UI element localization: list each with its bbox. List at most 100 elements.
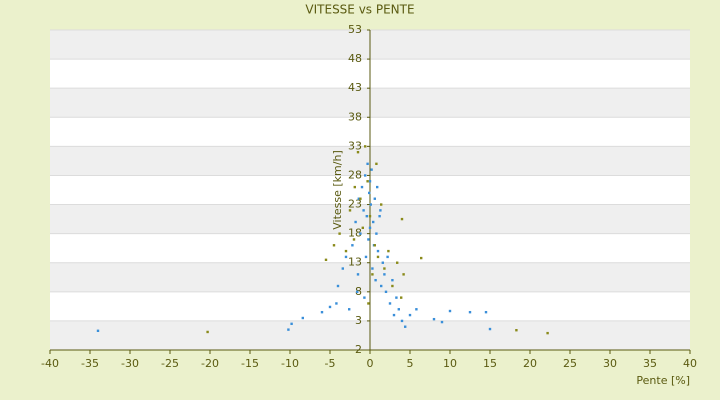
y-tick-label: 33 [348, 139, 362, 152]
point [353, 185, 356, 189]
point [383, 267, 386, 270]
point [356, 150, 360, 154]
point [376, 185, 379, 189]
point [404, 325, 407, 328]
point [363, 296, 366, 299]
point [402, 273, 405, 276]
x-tick-label: 15 [483, 357, 497, 370]
point [351, 244, 354, 247]
point [359, 232, 362, 235]
point [361, 226, 364, 230]
point [348, 209, 352, 212]
point [400, 296, 403, 299]
point [206, 330, 209, 334]
point [371, 273, 374, 276]
y-tick-label: 18 [348, 227, 362, 240]
point [287, 328, 290, 331]
point [301, 316, 304, 320]
point [376, 255, 380, 259]
point [388, 302, 392, 305]
point [432, 317, 436, 321]
point [362, 209, 365, 212]
point [352, 238, 356, 241]
point [375, 232, 378, 235]
point [96, 329, 100, 332]
point [364, 145, 367, 148]
point [440, 320, 444, 324]
x-tick-label: 30 [603, 357, 617, 370]
point [367, 302, 370, 305]
point [328, 305, 332, 309]
point [368, 180, 372, 183]
x-tick-label: -5 [325, 357, 336, 370]
point [320, 310, 324, 314]
point [374, 278, 377, 282]
point [380, 284, 383, 288]
point [381, 261, 384, 264]
y-axis-label: Vitesse [km/h] [331, 150, 344, 230]
point [338, 232, 341, 235]
point [335, 302, 338, 305]
point [380, 203, 383, 206]
point [391, 278, 394, 282]
point [348, 308, 351, 311]
point [379, 209, 382, 212]
point [391, 284, 394, 288]
point [387, 249, 390, 253]
point [400, 319, 404, 323]
y-tick-label: 13 [348, 256, 362, 269]
point [488, 327, 492, 331]
point [371, 267, 374, 270]
plot-area: -40 -35 -30 -25 -20 -15 -10 -5 0 5 10 15 20 25 30 35 40 -… [41, 23, 697, 370]
point [368, 214, 372, 218]
point [324, 258, 328, 262]
point [468, 310, 472, 314]
y-tick-label: 48 [348, 52, 362, 65]
point [290, 322, 293, 326]
x-tick-label: -35 [81, 357, 99, 370]
y-tick-label: 8 [355, 285, 362, 298]
y-tick-label: 53 [348, 23, 362, 36]
point [395, 296, 398, 299]
point [448, 309, 452, 313]
x-tick-label: 10 [443, 357, 457, 370]
x-tick-label: 5 [407, 357, 414, 370]
point [366, 162, 369, 166]
point [370, 168, 373, 171]
point [364, 174, 367, 177]
y-tick-label: 3 [355, 314, 362, 327]
point [383, 273, 386, 276]
x-tick-label: -25 [161, 357, 179, 370]
y-tick-label: -2 [351, 343, 362, 356]
chart-title: VITESSE vs PENTE [305, 3, 414, 17]
x-tick-label: 20 [523, 357, 537, 370]
point [373, 197, 376, 200]
point [372, 220, 375, 224]
point [356, 290, 359, 294]
x-tick-label: 35 [643, 357, 657, 370]
point [336, 284, 340, 288]
point [420, 256, 423, 260]
x-tick-label: -40 [41, 357, 59, 370]
point [373, 244, 376, 247]
point [397, 308, 400, 311]
point [356, 273, 360, 276]
x-tick-label: -30 [121, 357, 139, 370]
x-tick-label: -15 [241, 357, 259, 370]
point [484, 310, 488, 314]
point [376, 249, 380, 253]
x-tick-label: -20 [201, 357, 219, 370]
point [354, 220, 357, 224]
point [546, 331, 549, 335]
x-tick-label: 40 [683, 357, 697, 370]
point [364, 255, 368, 259]
point [369, 203, 372, 206]
point [392, 313, 396, 317]
point [365, 214, 368, 218]
point [360, 185, 364, 189]
point [384, 290, 388, 294]
point [341, 267, 344, 270]
point [375, 162, 378, 166]
point [367, 238, 370, 241]
